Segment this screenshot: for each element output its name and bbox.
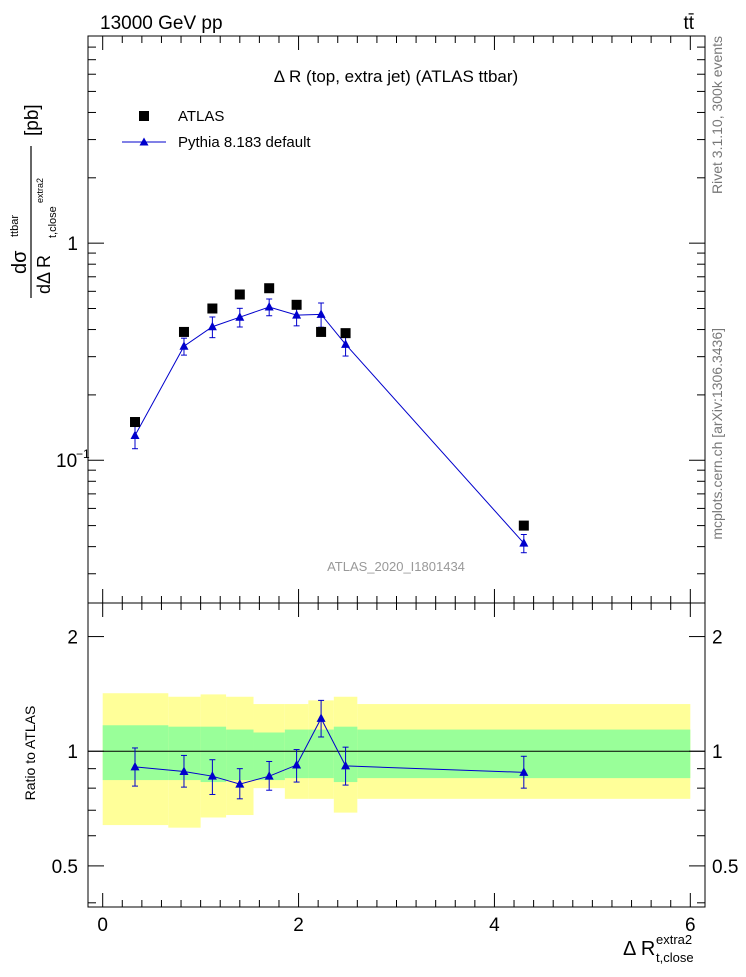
ratio-ylabel: Ratio to ATLAS — [22, 706, 38, 801]
atlas-point — [178, 326, 189, 337]
ratio-pythia-point — [130, 761, 140, 771]
atlas-point — [207, 303, 218, 314]
xlabel-sub: t,close — [656, 950, 694, 965]
ratio-band-inner — [200, 726, 227, 783]
main-ytick-label: 1 — [67, 234, 78, 255]
ratio-pythia-point — [519, 767, 529, 776]
pythia-point — [292, 310, 302, 319]
pythia-point — [207, 321, 217, 331]
legend-pythia-marker — [139, 137, 149, 146]
analysis-watermark: ATLAS_2020_I1801434 — [327, 559, 465, 574]
process-label: tt̄ — [683, 13, 694, 34]
ratio-ytick-label-left: 2 — [67, 628, 78, 649]
main-ticks: 1 10−1 — [56, 35, 705, 603]
xlabel-sup: extra2 — [656, 932, 692, 947]
legend-pythia-label: Pythia 8.183 default — [178, 134, 311, 151]
main-series — [130, 283, 529, 554]
energy-label: 13000 GeV pp — [100, 13, 223, 34]
atlas-point — [130, 417, 141, 428]
pythia-point — [264, 302, 274, 311]
xlabel-main: Δ R — [623, 938, 655, 960]
legend-atlas-label: ATLAS — [178, 108, 224, 125]
ratio-ytick-label-left: 1 — [67, 742, 78, 763]
ratio-ytick-label-right: 2 — [712, 628, 723, 649]
ratio-xtick-label: 4 — [489, 915, 500, 936]
main-ytick-label: 10 — [56, 451, 77, 472]
ratio-pythia-point — [341, 760, 351, 770]
ratio-panel: 0.5 0.5 1 1 2 2 0 2 4 6 — [52, 602, 738, 936]
ratio-pythia-point — [179, 766, 189, 775]
pythia-point — [179, 341, 189, 350]
ratio-bands — [88, 693, 705, 828]
atlas-point — [518, 520, 529, 531]
ratio-ytick-label-left: 0.5 — [52, 857, 78, 878]
pythia-point — [235, 312, 245, 321]
ylabel-sub: t,close — [47, 206, 59, 238]
ylabel-sup: ttbar — [9, 215, 21, 237]
legend-atlas-marker — [139, 111, 149, 121]
ylabel-subsup: extra2 — [35, 178, 45, 203]
ylabel-denominator: dΔ R — [34, 255, 54, 294]
rivet-label: Rivet 3.1.10, 300k events — [709, 36, 725, 194]
ratio-pythia-point — [235, 779, 245, 788]
main-panel: 1 10−1 Δ R (top, extra jet) (ATLAS ttbar)… — [56, 35, 706, 604]
atlas-point — [264, 283, 275, 294]
ratio-pythia-point — [316, 713, 326, 722]
ratio-pythia-point — [292, 760, 302, 769]
ratio-xtick-label: 6 — [685, 915, 696, 936]
ratio-ytick-label-right: 0.5 — [712, 857, 738, 878]
pythia-point — [519, 538, 529, 547]
atlas-point — [340, 328, 351, 339]
atlas-point — [291, 299, 302, 310]
main-ylabel: dσ ttbar dΔ R t,close extra2 [pb] — [9, 104, 59, 298]
ratio-series — [130, 699, 529, 800]
ratio-band-inner — [308, 729, 334, 779]
pythia-point — [316, 309, 326, 318]
x-axis-label: Δ R extra2 t,close — [623, 932, 694, 965]
plot-title: Δ R (top, extra jet) (ATLAS ttbar) — [274, 67, 518, 86]
main-ytick-exponent: −1 — [76, 447, 90, 461]
ratio-pythia-point — [207, 771, 217, 780]
atlas-point — [234, 289, 245, 300]
ratio-frame — [87, 602, 706, 908]
ratio-ticks: 0.5 0.5 1 1 2 2 0 2 4 6 — [52, 603, 738, 936]
pythia-point — [130, 430, 140, 440]
pythia-line — [134, 306, 525, 544]
ratio-ytick-label-right: 1 — [712, 742, 723, 763]
mcplots-label: mcplots.cern.ch [arXiv:1306.3436] — [709, 328, 725, 540]
ratio-xtick-label: 2 — [293, 915, 304, 936]
ratio-xtick-label: 0 — [97, 915, 108, 936]
ylabel-d: dσ — [9, 250, 31, 274]
atlas-point — [316, 326, 327, 337]
ratio-pythia-point — [264, 771, 274, 780]
ylabel-unit: [pb] — [22, 104, 43, 136]
pythia-point — [341, 339, 351, 348]
